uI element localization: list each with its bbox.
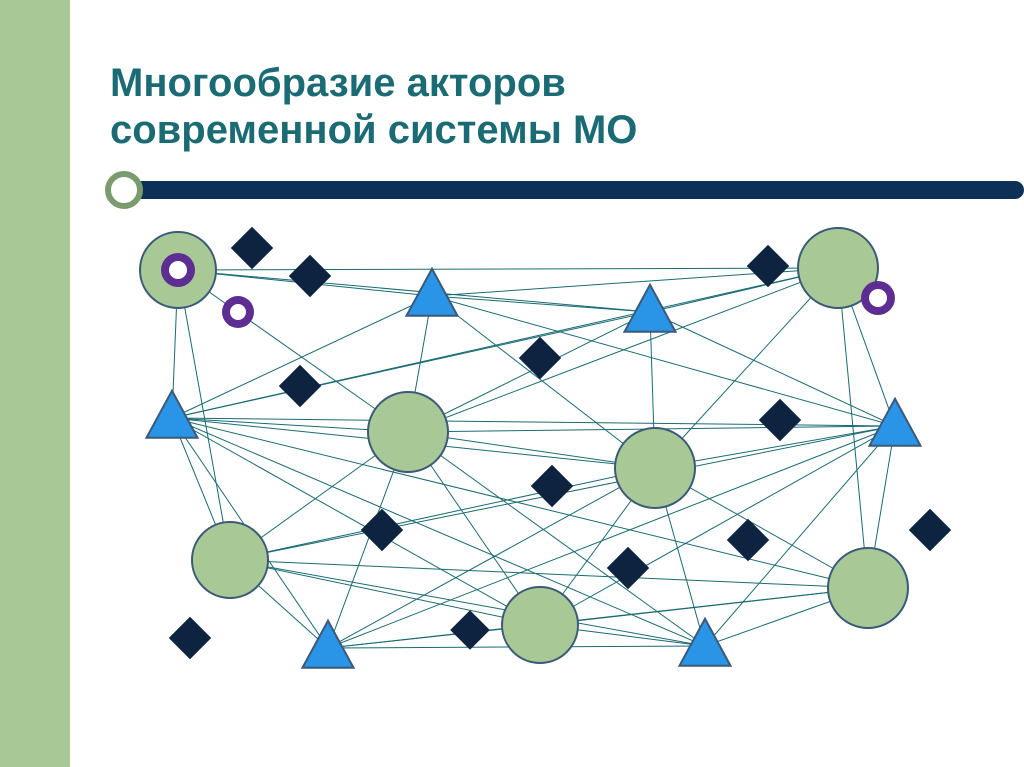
node-diamond	[450, 610, 490, 650]
node-diamond	[231, 227, 273, 269]
node-triangle	[302, 621, 353, 668]
node-diamond	[531, 465, 573, 507]
node-triangle	[869, 399, 920, 446]
node-diamond	[169, 617, 211, 659]
node-diamond	[909, 509, 951, 551]
node-triangle	[406, 269, 457, 316]
node-circle	[368, 392, 448, 472]
node-diamond	[759, 399, 801, 441]
node-circle	[615, 428, 695, 508]
node-diamond	[607, 547, 649, 589]
node-diamond	[519, 337, 561, 379]
node-diamond	[289, 255, 331, 297]
slide: Многообразие акторов современной системы…	[0, 0, 1024, 767]
node-circle	[502, 587, 578, 663]
node-circle	[192, 522, 268, 598]
node-diamond	[279, 365, 321, 407]
network-diagram	[0, 0, 1024, 767]
node-circle	[828, 548, 908, 628]
